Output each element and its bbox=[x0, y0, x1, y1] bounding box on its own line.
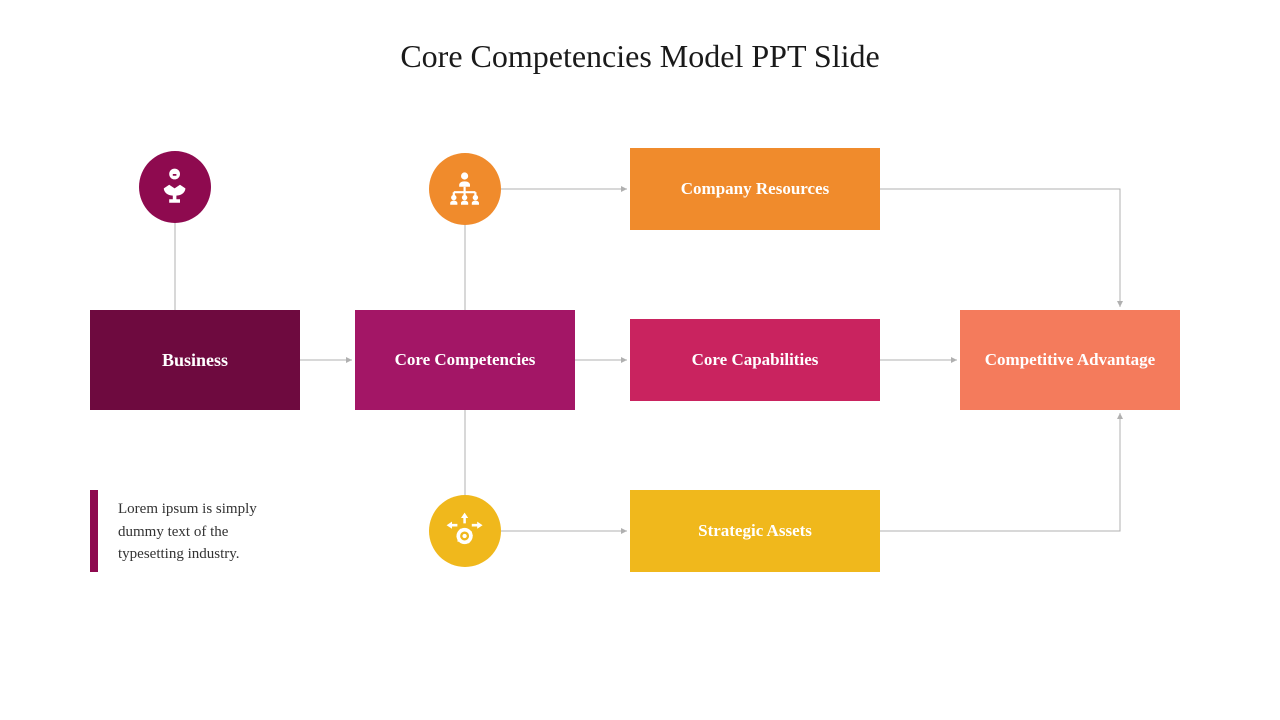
box-business-label: Business bbox=[162, 350, 228, 371]
box-strategic-assets-label: Strategic Assets bbox=[698, 521, 812, 541]
box-business: Business bbox=[90, 310, 300, 410]
box-core-capabilities-label: Core Capabilities bbox=[692, 350, 819, 370]
gear-arrows-icon bbox=[429, 495, 501, 567]
box-core-competencies: Core Competencies bbox=[355, 310, 575, 410]
box-core-capabilities: Core Capabilities bbox=[630, 319, 880, 401]
box-company-resources: Company Resources bbox=[630, 148, 880, 230]
box-competitive-advantage: Competitive Advantage bbox=[960, 310, 1180, 410]
box-company-resources-label: Company Resources bbox=[681, 179, 829, 199]
box-core-competencies-label: Core Competencies bbox=[395, 350, 536, 370]
money-plant-icon bbox=[139, 151, 211, 223]
caption-text: Lorem ipsum is simply dummy text of the … bbox=[104, 498, 284, 566]
org-chart-icon bbox=[429, 153, 501, 225]
box-strategic-assets: Strategic Assets bbox=[630, 490, 880, 572]
box-competitive-advantage-label: Competitive Advantage bbox=[985, 350, 1155, 370]
slide-title: Core Competencies Model PPT Slide bbox=[0, 38, 1280, 75]
caption-accent-bar bbox=[90, 490, 98, 572]
